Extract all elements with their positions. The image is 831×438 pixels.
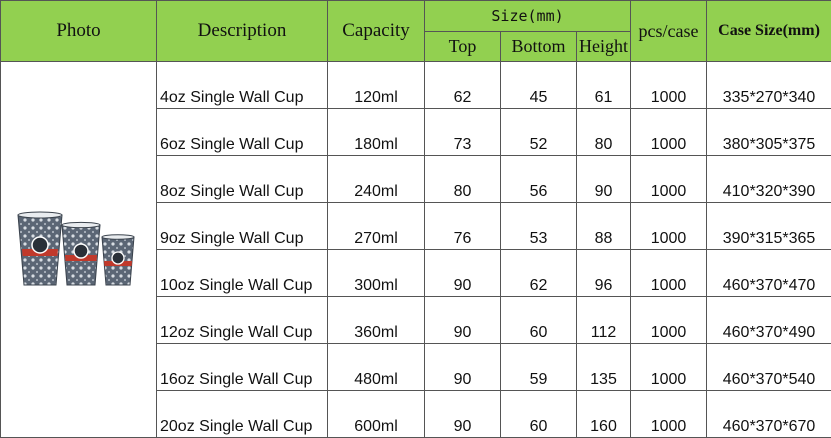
cell-bottom: 52 — [501, 109, 577, 156]
header-pcs-case: pcs/case — [631, 1, 707, 62]
cell-height: 80 — [577, 109, 631, 156]
cell-top: 76 — [425, 203, 501, 250]
header-top: Top — [425, 32, 501, 62]
cell-bottom: 62 — [501, 250, 577, 297]
cell-case-size: 380*305*375 — [707, 109, 831, 156]
cell-capacity: 600ml — [328, 391, 425, 438]
cell-description: 10oz Single Wall Cup — [157, 250, 328, 297]
cell-pcs: 1000 — [631, 391, 707, 438]
cell-bottom: 45 — [501, 62, 577, 109]
cell-description: 8oz Single Wall Cup — [157, 156, 328, 203]
cell-height: 88 — [577, 203, 631, 250]
header-case-size: Case Size(mm) — [707, 1, 831, 62]
header-bottom: Bottom — [501, 32, 577, 62]
cell-pcs: 1000 — [631, 344, 707, 391]
cell-bottom: 56 — [501, 156, 577, 203]
cell-pcs: 1000 — [631, 250, 707, 297]
cell-height: 135 — [577, 344, 631, 391]
cell-description: 6oz Single Wall Cup — [157, 109, 328, 156]
cell-top: 90 — [425, 297, 501, 344]
cell-top: 73 — [425, 109, 501, 156]
cell-case-size: 335*270*340 — [707, 62, 831, 109]
cell-description: 16oz Single Wall Cup — [157, 344, 328, 391]
cell-capacity: 300ml — [328, 250, 425, 297]
cell-capacity: 270ml — [328, 203, 425, 250]
cell-case-size: 460*370*540 — [707, 344, 831, 391]
cell-description: 20oz Single Wall Cup — [157, 391, 328, 438]
header-photo: Photo — [1, 1, 157, 62]
cell-top: 90 — [425, 250, 501, 297]
paper-cups-image — [14, 209, 144, 289]
cell-height: 96 — [577, 250, 631, 297]
header-capacity: Capacity — [328, 1, 425, 62]
cell-top: 90 — [425, 344, 501, 391]
cell-height: 90 — [577, 156, 631, 203]
cell-bottom: 60 — [501, 391, 577, 438]
cell-capacity: 180ml — [328, 109, 425, 156]
cell-pcs: 1000 — [631, 203, 707, 250]
cell-pcs: 1000 — [631, 109, 707, 156]
table-row: 4oz Single Wall Cup 120ml 62 45 61 1000 … — [1, 62, 831, 109]
cell-capacity: 480ml — [328, 344, 425, 391]
header-size: Size(mm) — [425, 1, 631, 32]
cell-height: 160 — [577, 391, 631, 438]
header-description: Description — [157, 1, 328, 62]
cell-top: 80 — [425, 156, 501, 203]
cell-bottom: 60 — [501, 297, 577, 344]
cell-capacity: 120ml — [328, 62, 425, 109]
cell-bottom: 59 — [501, 344, 577, 391]
cell-case-size: 460*370*470 — [707, 250, 831, 297]
cell-description: 4oz Single Wall Cup — [157, 62, 328, 109]
cell-bottom: 53 — [501, 203, 577, 250]
cell-pcs: 1000 — [631, 297, 707, 344]
cell-capacity: 360ml — [328, 297, 425, 344]
cell-case-size: 390*315*365 — [707, 203, 831, 250]
cell-height: 61 — [577, 62, 631, 109]
cell-capacity: 240ml — [328, 156, 425, 203]
cell-height: 112 — [577, 297, 631, 344]
cell-description: 9oz Single Wall Cup — [157, 203, 328, 250]
cell-case-size: 460*370*670 — [707, 391, 831, 438]
cell-pcs: 1000 — [631, 156, 707, 203]
cell-case-size: 410*320*390 — [707, 156, 831, 203]
cell-top: 62 — [425, 62, 501, 109]
header-height: Height — [577, 32, 631, 62]
product-photo-cell — [1, 62, 157, 438]
cell-pcs: 1000 — [631, 62, 707, 109]
cell-description: 12oz Single Wall Cup — [157, 297, 328, 344]
cell-top: 90 — [425, 391, 501, 438]
cell-case-size: 460*370*490 — [707, 297, 831, 344]
